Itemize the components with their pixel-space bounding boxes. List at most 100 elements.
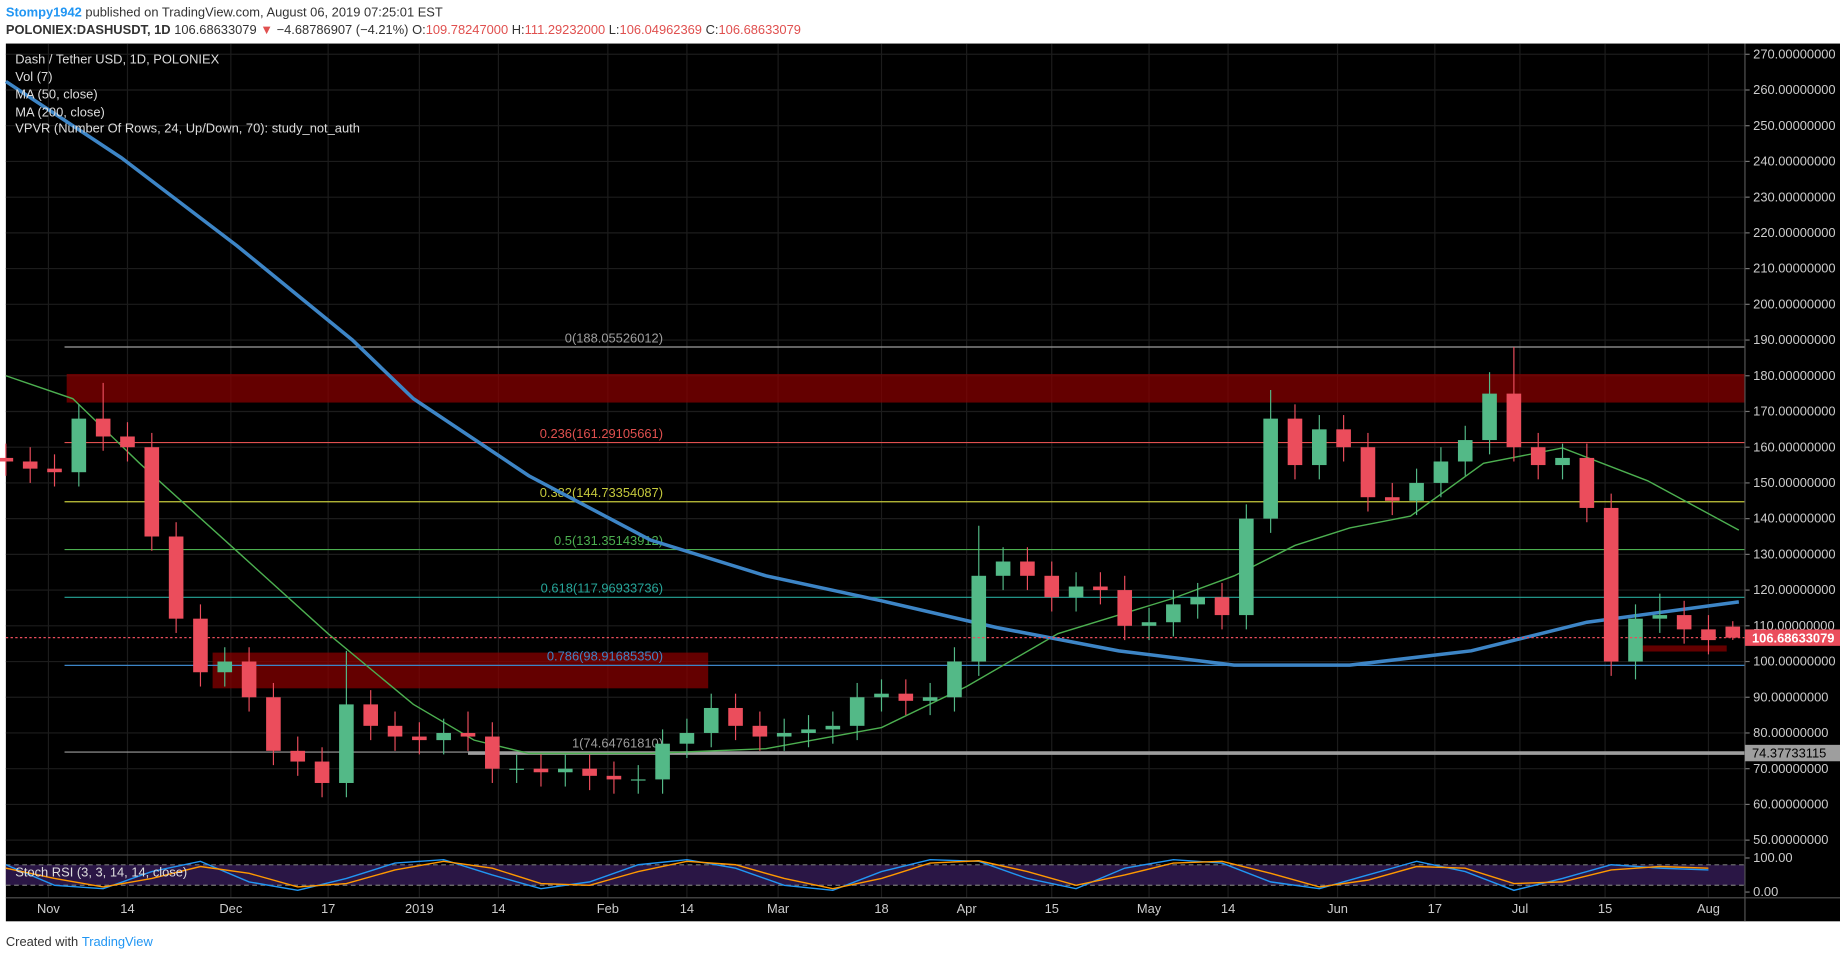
- candle-body: [630, 779, 646, 781]
- footer-created: Created with: [6, 934, 78, 949]
- y-tick-label: 250.00000000: [1753, 118, 1835, 133]
- y-tick-label: 80.00000000: [1753, 725, 1828, 740]
- o-value: 109.78247000: [426, 22, 508, 37]
- candle-body: [95, 418, 111, 437]
- candle-body: [1409, 482, 1424, 501]
- candle-body: [1141, 622, 1157, 626]
- y-tick-label: 230.00000000: [1753, 189, 1835, 204]
- candle-body: [1312, 429, 1327, 466]
- candle-body: [387, 725, 403, 737]
- candle-body: [1725, 626, 1741, 638]
- legend: Dash / Tether USD, 1D, POLONIEX Vol (7) …: [15, 52, 360, 880]
- arrow: ▼: [260, 22, 273, 37]
- x-tick-label: 17: [321, 901, 335, 916]
- candle-body: [1384, 497, 1400, 501]
- candle-body: [0, 457, 14, 462]
- x-tick-label: 15: [1045, 901, 1059, 916]
- candle-body: [1555, 457, 1570, 466]
- y-tick-label: 190.00000000: [1753, 332, 1835, 347]
- candle-body: [703, 707, 719, 733]
- candle-body: [557, 768, 573, 773]
- candle-body: [533, 768, 549, 773]
- candle-body: [412, 736, 427, 741]
- candle-body: [947, 661, 962, 698]
- y-tick-label: 160.00000000: [1753, 439, 1835, 454]
- x-tick-label: 14: [1221, 901, 1235, 916]
- legend-entry: MA (200, close): [15, 104, 105, 119]
- candle-body: [776, 732, 792, 737]
- candle-body: [922, 697, 938, 701]
- candle-body: [1068, 586, 1084, 598]
- candle-body: [752, 725, 768, 737]
- c-label: C:: [706, 22, 719, 37]
- y-tick-label: 210.00000000: [1753, 261, 1835, 276]
- candle-body: [1628, 618, 1643, 662]
- stoch-tick-label: 100.00: [1753, 850, 1792, 865]
- y-tick-label: 130.00000000: [1753, 546, 1835, 561]
- last-price-label: 106.68633079: [1752, 630, 1834, 645]
- candle-body: [47, 468, 62, 473]
- fib-label: 0.5(131.35143912): [554, 533, 663, 548]
- y-tick-label: 70.00000000: [1753, 761, 1828, 776]
- candle-body: [801, 729, 816, 733]
- x-tick-label: Dec: [219, 901, 242, 916]
- candle-body: [1457, 440, 1473, 462]
- y-tick-label: 90.00000000: [1753, 689, 1828, 704]
- candle-body: [290, 750, 306, 762]
- x-tick-label: 18: [874, 901, 888, 916]
- candle-body: [1020, 561, 1035, 576]
- candle-body: [1214, 597, 1230, 616]
- x-tick-label: Nov: [37, 901, 60, 916]
- candle-body: [1287, 418, 1303, 466]
- candle-body: [1190, 597, 1205, 605]
- stoch-band: [5, 864, 1745, 886]
- zone: [66, 373, 1745, 403]
- chart-layer: Nov 14 Dec 17 2019 14 Feb 14 Mar 18 Apr 15 May 14 Jun 1…: [0, 43, 1836, 916]
- candle-body: [1433, 461, 1449, 483]
- fib-label: 0(188.05526012): [565, 330, 663, 345]
- published: published on TradingView.com, August 06,…: [85, 5, 442, 20]
- x-tick-label: Jun: [1327, 901, 1348, 916]
- candle-body: [582, 768, 597, 776]
- candle-body: [1482, 393, 1497, 441]
- legend-entry: MA (50, close): [15, 87, 97, 102]
- candle-body: [71, 418, 87, 473]
- legend-title: Dash / Tether USD, 1D, POLONIEX: [15, 52, 219, 67]
- candle-body: [1701, 629, 1716, 641]
- fib-label: 1(74.64761810): [572, 735, 663, 750]
- candle-body: [874, 693, 889, 698]
- candle-body: [679, 732, 695, 744]
- candle-body: [1263, 418, 1278, 519]
- y-tick-label: 240.00000000: [1753, 154, 1835, 169]
- author[interactable]: Stompy1942: [6, 5, 82, 20]
- x-tick-label: Mar: [767, 901, 790, 916]
- symbol: POLONIEX:DASHUSDT, 1D: [6, 22, 171, 37]
- x-tick-label: Feb: [597, 901, 619, 916]
- stoch-line: [5, 860, 1709, 890]
- candle-body: [144, 447, 160, 537]
- moving-average: [4, 79, 1740, 667]
- y-tick-label: 100.00000000: [1753, 654, 1835, 669]
- x-tick-label: 15: [1598, 901, 1612, 916]
- candle-body: [728, 707, 743, 726]
- candle-body: [217, 661, 233, 673]
- stoch-legend: Stoch RSI (3, 3, 14, 14, close): [15, 865, 187, 880]
- l-label: L:: [609, 22, 620, 37]
- candle-body: [1117, 590, 1133, 626]
- header-line-1: Stompy1942 published on TradingView.com,…: [6, 5, 443, 20]
- candle-body: [436, 732, 451, 741]
- footer-brand[interactable]: TradingView: [82, 934, 154, 949]
- y-tick-label: 260.00000000: [1753, 82, 1835, 97]
- candle-body: [1166, 604, 1181, 623]
- y-tick-label: 60.00000000: [1753, 797, 1828, 812]
- candle-body: [971, 575, 987, 662]
- footer: Created with TradingView: [6, 934, 154, 949]
- h-label: H:: [512, 22, 525, 37]
- y-tick-label: 170.00000000: [1753, 404, 1835, 419]
- stoch-tick-label: 0.00: [1753, 884, 1778, 899]
- x-tick-label: Apr: [957, 901, 978, 916]
- candle-body: [120, 436, 135, 448]
- x-tick-label: 17: [1428, 901, 1442, 916]
- candle-body: [485, 736, 500, 769]
